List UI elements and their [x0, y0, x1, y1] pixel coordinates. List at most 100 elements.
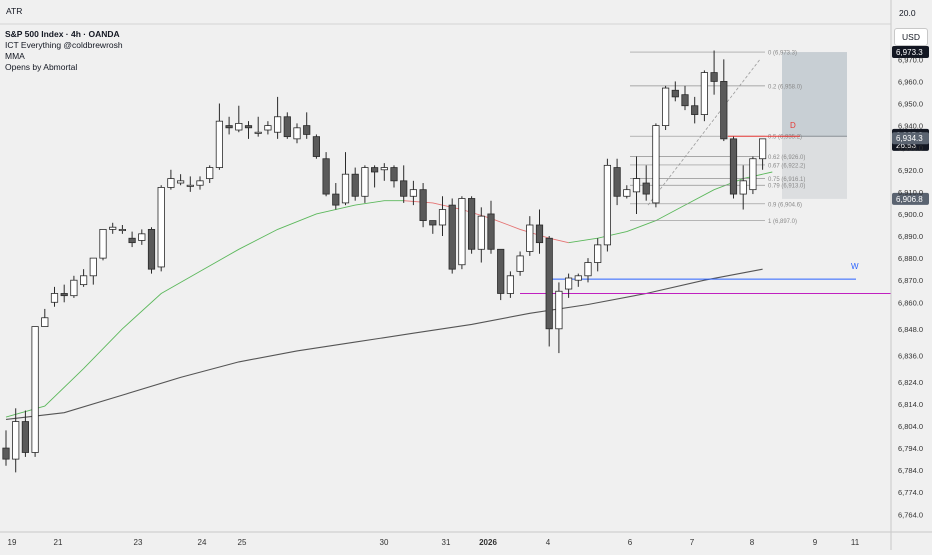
- candle-body[interactable]: [526, 224, 534, 252]
- candle-body[interactable]: [477, 215, 485, 250]
- candle-body[interactable]: [545, 237, 553, 330]
- candle-body[interactable]: [700, 72, 709, 115]
- candle-body[interactable]: [176, 180, 185, 184]
- y-axis-tick-label: 6,764.0: [898, 510, 923, 519]
- candle-body[interactable]: [332, 193, 340, 206]
- candle-body[interactable]: [710, 72, 718, 82]
- candle-body[interactable]: [196, 180, 204, 186]
- candle-body[interactable]: [429, 220, 437, 226]
- candle-body[interactable]: [109, 226, 117, 230]
- price-tag[interactable]: [892, 132, 929, 145]
- candle-body[interactable]: [467, 198, 476, 250]
- candle-body[interactable]: [118, 229, 126, 232]
- x-axis-tick-label: 31: [442, 538, 451, 547]
- candle-body[interactable]: [720, 81, 728, 140]
- indicator-legend-mma[interactable]: MMA: [5, 51, 25, 61]
- candle-body[interactable]: [351, 173, 359, 197]
- candle-body[interactable]: [506, 275, 515, 294]
- candle-body[interactable]: [341, 173, 350, 204]
- candle-body[interactable]: [681, 94, 689, 107]
- candle-body[interactable]: [662, 87, 670, 127]
- candle-body[interactable]: [235, 122, 243, 131]
- moving-average-line: [5, 268, 763, 420]
- candle-body[interactable]: [487, 213, 495, 250]
- candle-body[interactable]: [361, 167, 369, 197]
- candle-body[interactable]: [691, 105, 699, 115]
- candle-body[interactable]: [215, 120, 223, 168]
- candle-body[interactable]: [31, 326, 39, 453]
- candle-body[interactable]: [749, 158, 757, 191]
- candle-body[interactable]: [167, 178, 175, 188]
- candle-body[interactable]: [70, 279, 78, 297]
- candle-body[interactable]: [759, 138, 767, 160]
- candle-body[interactable]: [623, 189, 631, 197]
- weekly-open-label: W: [851, 262, 859, 271]
- candle-body[interactable]: [12, 421, 20, 460]
- candle-body[interactable]: [50, 293, 59, 303]
- y-axis-tick-label: 6,890.0: [898, 232, 923, 241]
- candle-body[interactable]: [283, 116, 291, 138]
- candle-body[interactable]: [458, 198, 466, 266]
- candle-body[interactable]: [603, 164, 612, 246]
- x-axis-tick-label: 24: [198, 538, 207, 547]
- candle-body[interactable]: [2, 447, 10, 460]
- candle-body[interactable]: [594, 244, 602, 263]
- candle-body[interactable]: [225, 125, 233, 129]
- candle-body[interactable]: [312, 136, 321, 157]
- candle-body[interactable]: [497, 248, 505, 294]
- currency-button[interactable]: USD: [894, 28, 928, 46]
- candle-body[interactable]: [652, 125, 660, 204]
- candle-body[interactable]: [89, 257, 97, 277]
- candle-body[interactable]: [322, 158, 330, 195]
- candle-body[interactable]: [99, 229, 107, 259]
- price-tag[interactable]: [892, 192, 929, 205]
- candle-body[interactable]: [574, 275, 582, 281]
- symbol-title[interactable]: S&P 500 Index · 4h · OANDA: [5, 29, 120, 39]
- candle-body[interactable]: [254, 131, 262, 134]
- candle-body[interactable]: [244, 125, 253, 129]
- position-profit-zone[interactable]: [782, 52, 847, 137]
- candle-body[interactable]: [60, 293, 68, 297]
- fib-trend-line[interactable]: [647, 59, 761, 206]
- candle-body[interactable]: [642, 182, 650, 195]
- candle-body[interactable]: [390, 167, 398, 182]
- candle-body[interactable]: [273, 116, 282, 133]
- candle-body[interactable]: [584, 262, 592, 277]
- candle-body[interactable]: [293, 127, 301, 140]
- candle-body[interactable]: [535, 224, 544, 244]
- candle-body[interactable]: [128, 237, 136, 244]
- candle-body[interactable]: [138, 233, 146, 241]
- candle-body[interactable]: [206, 167, 214, 180]
- indicator-legend-ict[interactable]: ICT Everything @coldbrewrosh: [5, 40, 123, 50]
- candle-body[interactable]: [380, 167, 388, 171]
- candle-body[interactable]: [186, 184, 194, 187]
- candle-body[interactable]: [80, 275, 88, 286]
- indicator-legend-opens[interactable]: Opens by Abmortal: [5, 62, 78, 72]
- candle-body[interactable]: [147, 229, 156, 270]
- position-stop-zone[interactable]: [782, 136, 847, 199]
- candle-body[interactable]: [264, 125, 272, 131]
- candle-body[interactable]: [613, 167, 621, 197]
- candle-body[interactable]: [41, 317, 49, 327]
- candle-body[interactable]: [671, 89, 679, 98]
- price-tag[interactable]: [892, 46, 929, 59]
- candle-body[interactable]: [303, 125, 311, 135]
- candle-body[interactable]: [555, 290, 563, 330]
- candle-body[interactable]: [409, 189, 418, 197]
- candle-body[interactable]: [739, 180, 747, 195]
- candle-body[interactable]: [448, 204, 456, 270]
- candle-body[interactable]: [516, 255, 524, 272]
- candle-body[interactable]: [400, 180, 408, 197]
- candle-body[interactable]: [157, 187, 165, 268]
- candle-body[interactable]: [419, 189, 427, 221]
- candle-body[interactable]: [370, 167, 379, 173]
- candle-body[interactable]: [565, 277, 573, 290]
- fib-level-label: 0.67 (6,922.2): [768, 163, 805, 169]
- fib-level-label: 0.2 (6,958.0): [768, 84, 802, 90]
- candle-body[interactable]: [438, 209, 447, 226]
- candle-body[interactable]: [729, 138, 738, 195]
- candle-body[interactable]: [632, 178, 641, 193]
- candle-body[interactable]: [21, 421, 30, 453]
